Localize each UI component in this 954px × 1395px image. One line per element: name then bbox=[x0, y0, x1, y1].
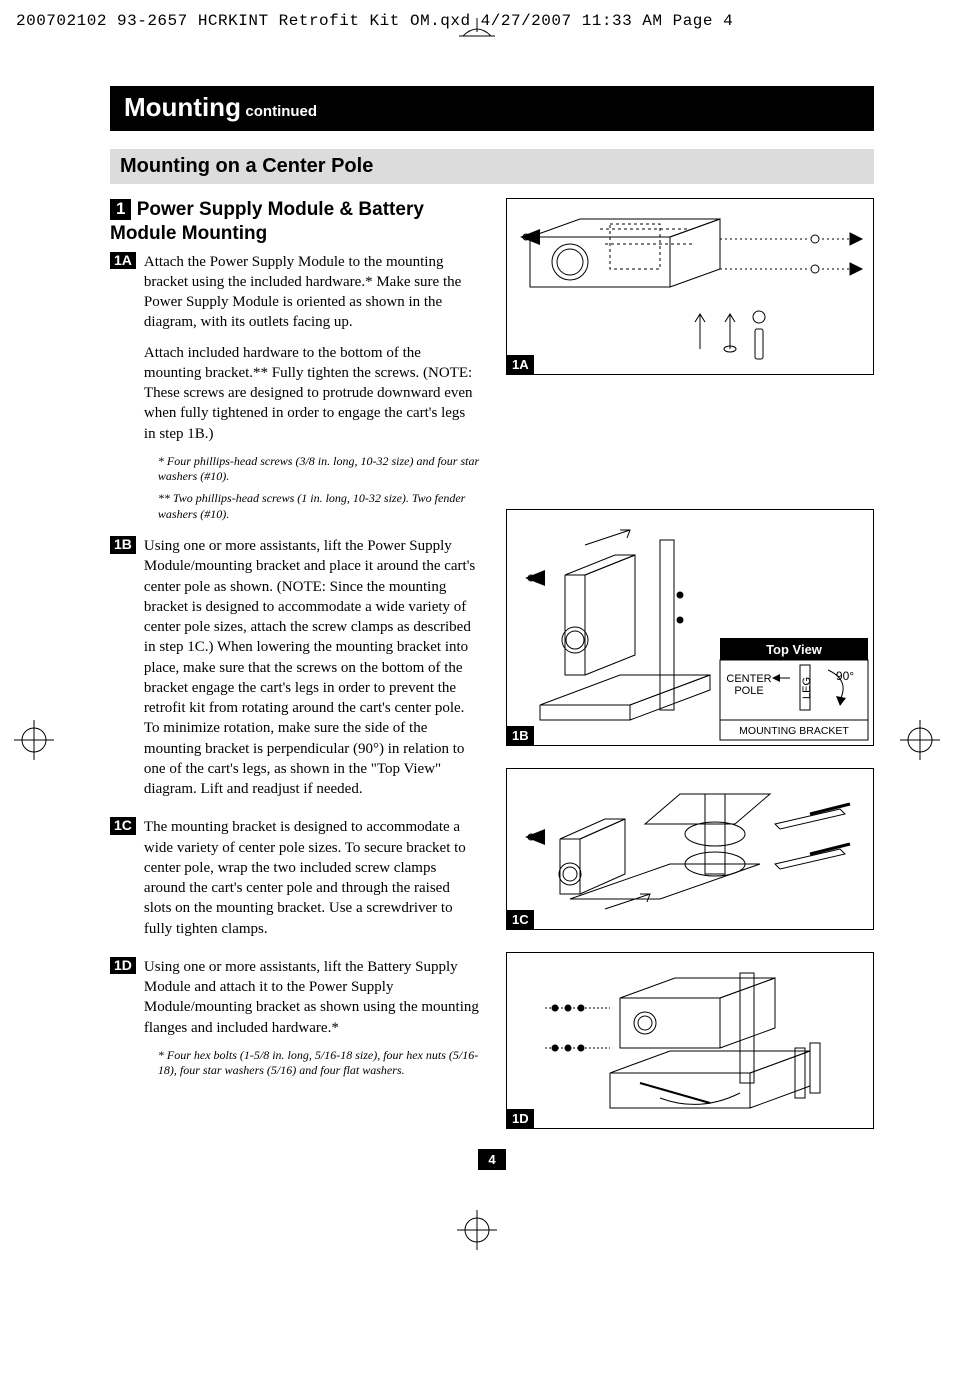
step-1d: 1D Using one or more assistants, lift th… bbox=[110, 957, 480, 1085]
text-column: 1 Power Supply Module & Battery Module M… bbox=[110, 198, 480, 1129]
content-area: Mounting continued Mounting on a Center … bbox=[0, 36, 954, 1180]
figure-label: 1D bbox=[507, 1109, 534, 1128]
page-number: 4 bbox=[478, 1149, 506, 1170]
center-pole-label: CENTER bbox=[726, 673, 771, 685]
step-tag: 1B bbox=[110, 536, 136, 553]
diagram-1b-icon: Top View CENTER POLE LEG 90° MOUNTING BR bbox=[507, 510, 873, 745]
step-1a-footnote-1: * Four phillips-head screws (3/8 in. lon… bbox=[158, 454, 480, 485]
step-tag: 1D bbox=[110, 957, 136, 974]
step-1a-footnote-2: ** Two phillips-head screws (1 in. long,… bbox=[158, 491, 480, 522]
registration-mark-icon bbox=[900, 720, 940, 760]
registration-mark-icon bbox=[14, 720, 54, 760]
figure-1a: 1A bbox=[506, 198, 874, 375]
center-pole-label-2: POLE bbox=[734, 685, 763, 697]
section-title: Mounting bbox=[124, 92, 241, 122]
crop-mark-icon bbox=[459, 18, 495, 54]
page: 200702102 93-2657 HCRKINT Retrofit Kit O… bbox=[0, 0, 954, 1275]
figure-1d: 1D bbox=[506, 952, 874, 1129]
leg-label: LEG bbox=[801, 677, 813, 699]
diagram-1d-icon bbox=[507, 953, 873, 1128]
step-heading-text: Power Supply Module & Battery Module Mou… bbox=[110, 199, 424, 244]
step-1d-footnote: * Four hex bolts (1-5/8 in. long, 5/16-1… bbox=[158, 1048, 480, 1079]
step-heading: 1 Power Supply Module & Battery Module M… bbox=[110, 198, 480, 246]
top-view-title: Top View bbox=[766, 642, 823, 657]
subheading: Mounting on a Center Pole bbox=[110, 149, 874, 184]
step-1c-para: The mounting bracket is designed to acco… bbox=[144, 817, 480, 939]
diagram-1c-icon bbox=[507, 769, 873, 929]
figure-label: 1A bbox=[507, 355, 534, 374]
section-title-bar: Mounting continued bbox=[110, 86, 874, 131]
section-subtitle: continued bbox=[245, 103, 317, 120]
step-number-box: 1 bbox=[110, 199, 131, 220]
angle-label: 90° bbox=[836, 669, 854, 683]
crop-mark-icon bbox=[457, 1210, 497, 1250]
step-1b: 1B Using one or more assistants, lift th… bbox=[110, 536, 480, 809]
figure-column: 1A bbox=[506, 198, 874, 1129]
figure-1c: 1C bbox=[506, 768, 874, 930]
figure-spacer bbox=[506, 397, 874, 487]
step-1c: 1C The mounting bracket is designed to a… bbox=[110, 817, 480, 949]
two-column-layout: 1 Power Supply Module & Battery Module M… bbox=[110, 198, 874, 1129]
step-tag: 1A bbox=[110, 252, 136, 269]
figure-label: 1C bbox=[507, 910, 534, 929]
step-1a: 1A Attach the Power Supply Module to the… bbox=[110, 252, 480, 529]
diagram-1a-icon bbox=[507, 199, 873, 374]
step-1d-para: Using one or more assistants, lift the B… bbox=[144, 957, 480, 1038]
step-1a-para-2: Attach included hardware to the bottom o… bbox=[144, 343, 480, 444]
step-1a-para-1: Attach the Power Supply Module to the mo… bbox=[144, 252, 480, 333]
mounting-bracket-label: MOUNTING BRACKET bbox=[739, 725, 849, 737]
figure-1b: Top View CENTER POLE LEG 90° MOUNTING BR bbox=[506, 509, 874, 746]
step-1b-para: Using one or more assistants, lift the P… bbox=[144, 536, 480, 799]
figure-label: 1B bbox=[507, 726, 534, 745]
step-tag: 1C bbox=[110, 817, 136, 834]
